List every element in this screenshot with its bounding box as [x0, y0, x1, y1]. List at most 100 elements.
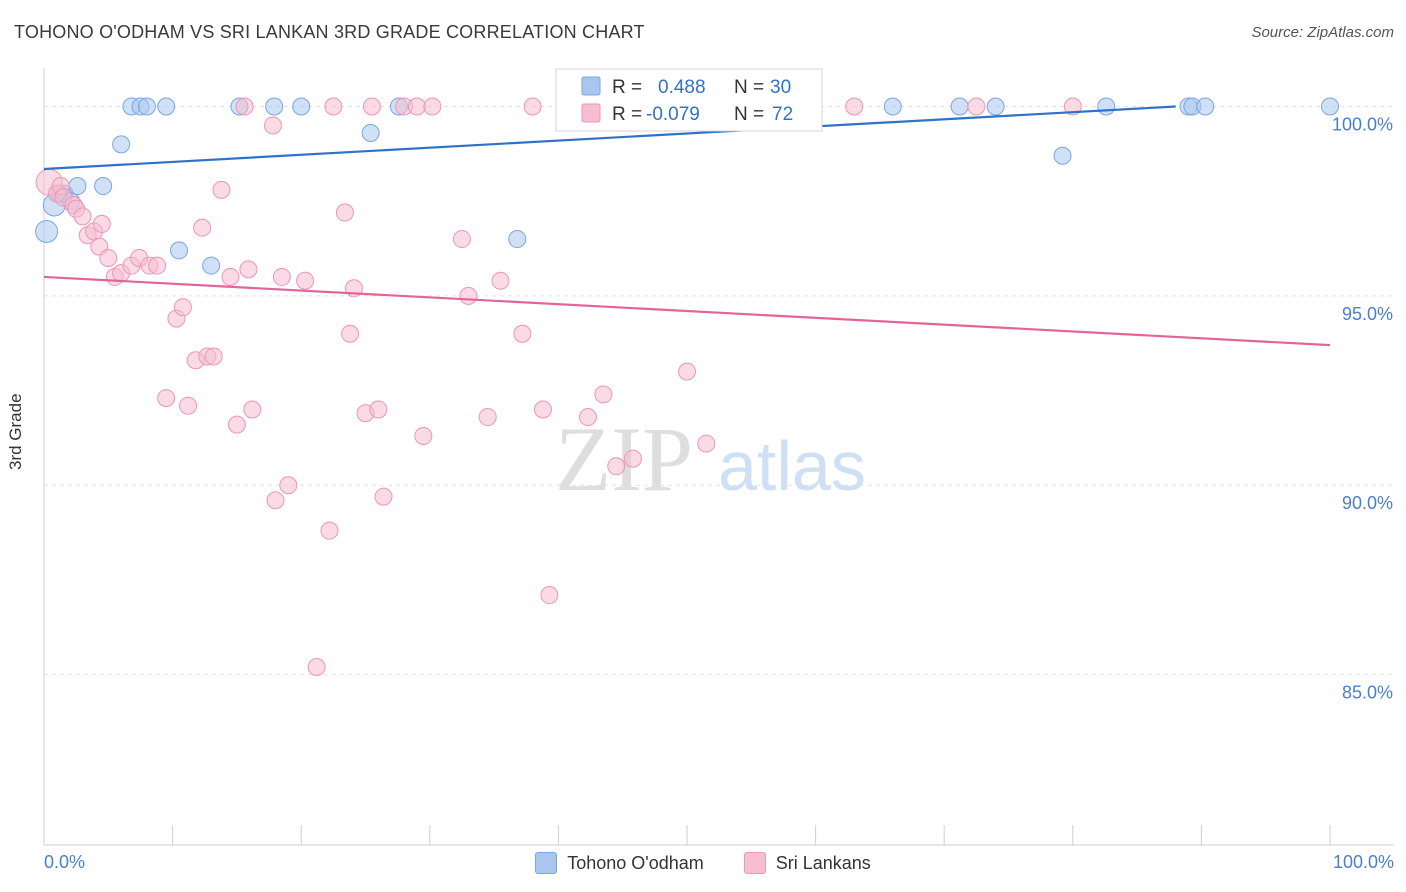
- tohono-point-29: [1321, 97, 1339, 116]
- srilankan-point-35: [279, 476, 298, 495]
- tohono-point-12: [170, 241, 189, 260]
- stats-r-label-tohono: R =: [612, 77, 642, 98]
- y-tick-label-1: 95.0%: [1342, 304, 1393, 324]
- tohono-point-0: [35, 219, 59, 243]
- srilankan-point-54: [491, 271, 510, 290]
- stats-n-value-tohono: 30: [770, 77, 791, 98]
- srilankan-point-61: [607, 457, 626, 476]
- srilankan-point-66: [845, 97, 864, 116]
- srilankan-point-45: [369, 400, 388, 419]
- srilankan-point-18: [157, 389, 176, 408]
- y-tick-labels: 100.0% 95.0% 90.0% 85.0%: [1332, 115, 1393, 703]
- trend-lines: [43, 105, 1331, 347]
- tohono-point-25: [1097, 97, 1116, 116]
- srilankan-point-65: [697, 434, 716, 453]
- gridlines: [44, 106, 1394, 676]
- series-srilankan-points: [35, 97, 1082, 677]
- tohono-point-28: [1196, 97, 1215, 116]
- srilankan-point-33: [266, 491, 285, 510]
- legend-item-srilankan: Sri Lankans: [743, 852, 871, 874]
- srilankan-point-57: [533, 400, 552, 419]
- watermark-atlas: atlas: [718, 427, 866, 505]
- srilankan-point-58: [540, 586, 559, 605]
- tohono-point-24: [1053, 146, 1072, 165]
- tohono-point-13: [202, 256, 221, 275]
- x-tick-label-max: 100.0%: [1332, 852, 1394, 872]
- srilankan-point-59: [578, 408, 597, 427]
- stats-n-label-srilankan: N =: [734, 104, 764, 125]
- srilankan-point-51: [452, 230, 471, 249]
- srilankan-point-11: [99, 248, 118, 267]
- srilankan-point-41: [341, 324, 360, 343]
- srilankan-point-28: [227, 415, 246, 434]
- tohono-point-19: [508, 230, 527, 249]
- srilankan-point-68: [1063, 97, 1082, 116]
- stats-n-label-tohono: N =: [734, 77, 764, 98]
- srilankan-point-26: [212, 180, 231, 199]
- srilankan-point-6: [73, 207, 92, 226]
- srilankan-point-31: [243, 400, 262, 419]
- srilankan-point-10: [92, 214, 111, 233]
- srilankan-point-49: [414, 426, 433, 445]
- srilankan-point-32: [263, 116, 282, 135]
- srilankan-point-60: [594, 385, 613, 404]
- tohono-point-7: [112, 135, 131, 154]
- axes: [43, 68, 1394, 846]
- srilankan-point-67: [967, 97, 986, 116]
- stats-r-value-srilankan: -0.079: [646, 104, 700, 125]
- legend-label-tohono: Tohono O'odham: [567, 852, 704, 873]
- srilankan-point-37: [307, 658, 326, 677]
- srilankan-point-55: [513, 324, 532, 343]
- tohono-point-6: [94, 177, 113, 196]
- srilankan-point-21: [179, 396, 198, 415]
- srilankan-point-50: [423, 97, 442, 116]
- srilankan-point-40: [335, 203, 354, 222]
- srilankan-point-25: [204, 347, 223, 366]
- srilankan-point-46: [374, 487, 393, 506]
- legend-swatch-srilankan: [743, 852, 766, 874]
- series-legend: Tohono O'odham Sri Lankans: [0, 852, 1406, 874]
- y-tick-label-3: 85.0%: [1342, 683, 1393, 703]
- stats-swatch-tohono: [581, 76, 601, 96]
- srilankan-point-53: [478, 408, 497, 427]
- srilankan-point-56: [523, 97, 542, 116]
- stats-n-value-srilankan: 72: [772, 104, 793, 125]
- tohono-point-21: [883, 97, 902, 116]
- source-label: Source: ZipAtlas.com: [1251, 24, 1394, 41]
- trend-line-srilankan: [43, 275, 1331, 347]
- tohono-point-15: [265, 97, 284, 116]
- srilankan-point-52: [459, 286, 478, 305]
- tohono-point-17: [361, 124, 380, 143]
- x-tick-label-min: 0.0%: [44, 852, 86, 872]
- srilankan-point-29: [235, 97, 254, 116]
- tohono-point-16: [292, 97, 311, 116]
- srilankan-point-20: [173, 298, 192, 317]
- chart-title: TOHONO O'ODHAM VS SRI LANKAN 3RD GRADE C…: [14, 22, 645, 42]
- legend-swatch-tohono: [535, 852, 558, 874]
- stats-r-value-tohono: 0.488: [658, 77, 706, 98]
- srilankan-point-30: [239, 260, 258, 279]
- tohono-point-11: [157, 97, 176, 116]
- stats-legend: R = 0.488 N = 30 R = -0.079 N = 72: [555, 68, 823, 132]
- stats-r-label-srilankan: R =: [612, 104, 642, 125]
- srilankan-point-27: [221, 267, 240, 286]
- srilankan-point-48: [407, 97, 426, 116]
- srilankan-point-17: [148, 256, 167, 275]
- trend-line-tohono: [43, 105, 1176, 171]
- tohono-point-22: [950, 97, 969, 116]
- tohono-point-5: [68, 177, 87, 196]
- srilankan-point-62: [623, 449, 642, 468]
- srilankan-point-38: [320, 521, 339, 540]
- srilankan-point-44: [362, 97, 381, 116]
- y-tick-label-2: 90.0%: [1342, 493, 1393, 513]
- srilankan-point-64: [678, 362, 696, 381]
- legend-label-srilankan: Sri Lankans: [775, 852, 871, 873]
- y-tick-label-0: 100.0%: [1332, 115, 1393, 135]
- legend-item-tohono: Tohono O'odham: [535, 852, 704, 874]
- srilankan-point-34: [272, 267, 291, 286]
- tohono-point-10: [137, 97, 156, 116]
- stats-swatch-srilankan: [581, 103, 601, 123]
- srilankan-point-23: [193, 218, 212, 237]
- srilankan-point-39: [324, 97, 343, 116]
